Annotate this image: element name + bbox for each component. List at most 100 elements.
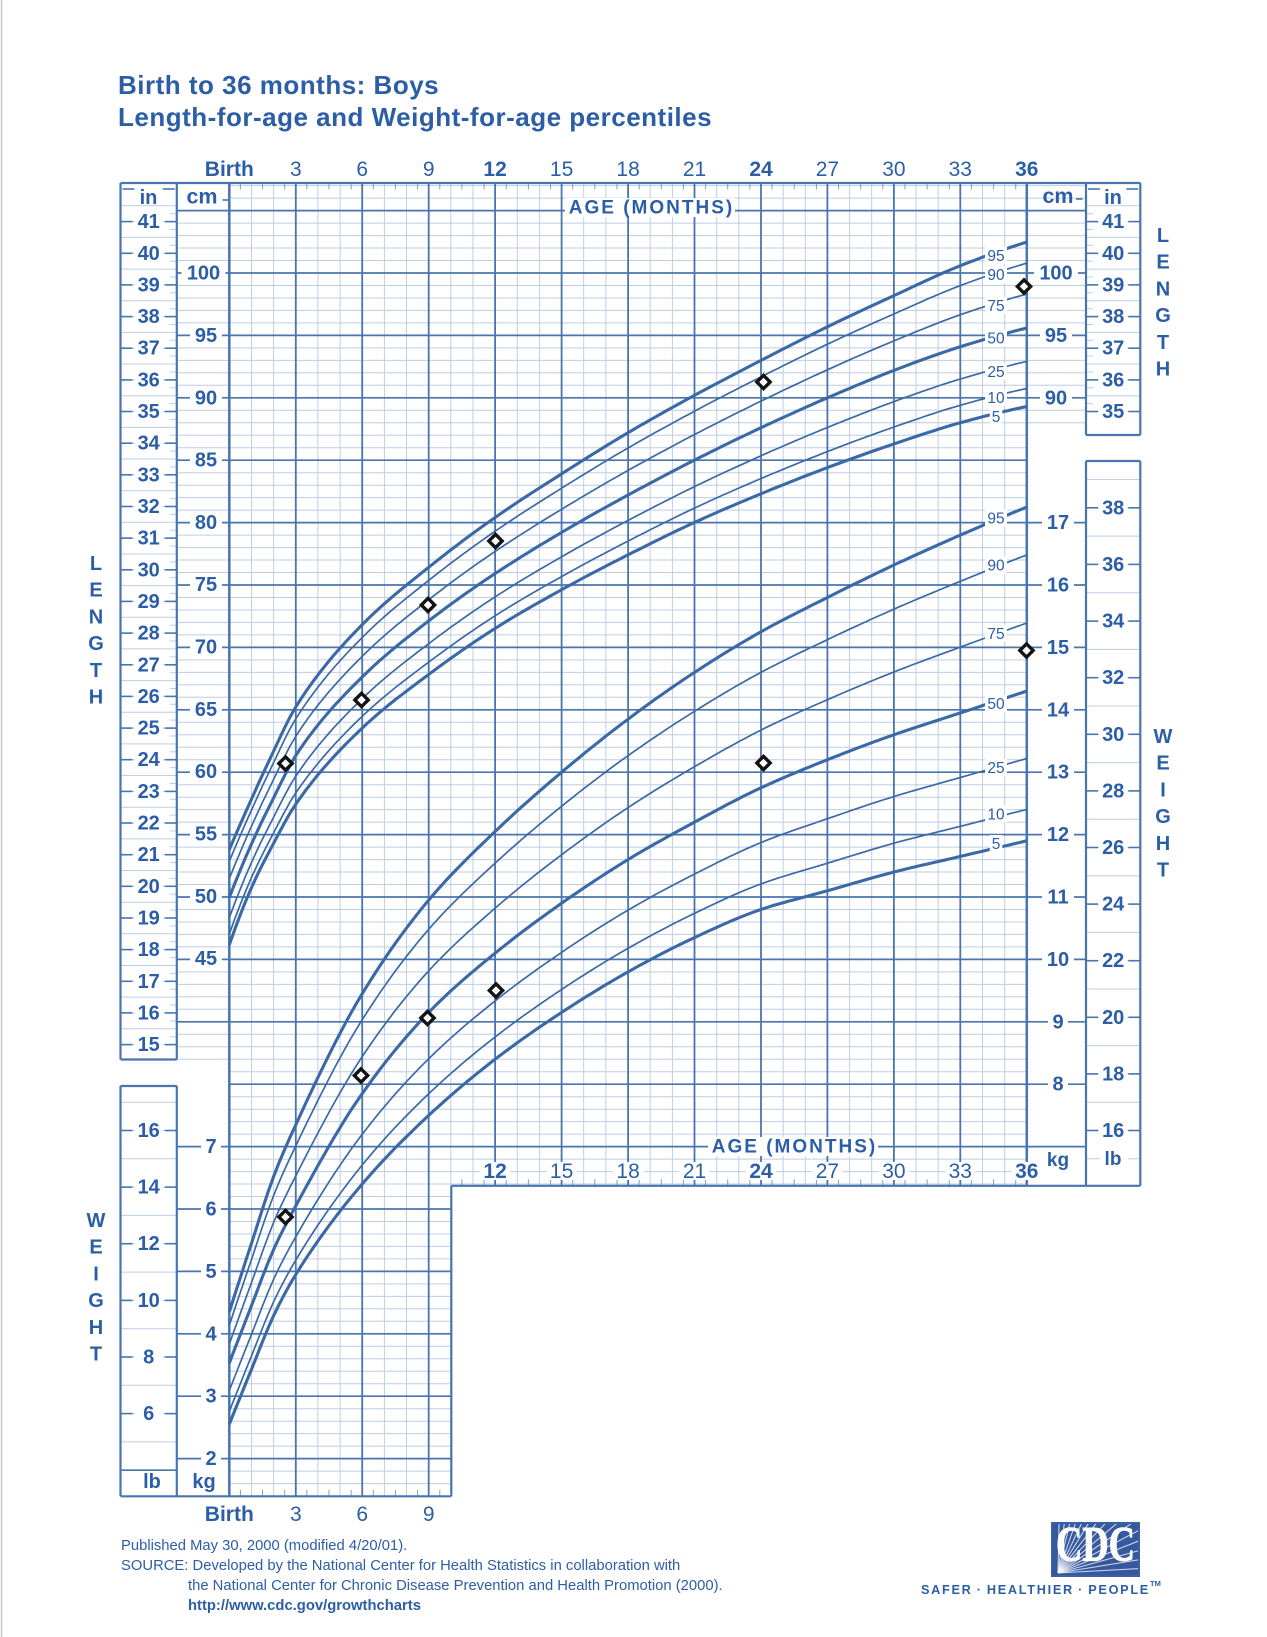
svg-text:I: I bbox=[1160, 779, 1166, 801]
svg-text:25: 25 bbox=[138, 718, 160, 740]
svg-text:Birth to 36 months: Boys: Birth to 36 months: Boys bbox=[118, 70, 439, 100]
svg-text:30: 30 bbox=[882, 158, 905, 181]
svg-text:34: 34 bbox=[1102, 611, 1125, 633]
svg-text:26: 26 bbox=[1102, 837, 1124, 859]
svg-text:100: 100 bbox=[1039, 263, 1072, 285]
svg-text:90: 90 bbox=[987, 558, 1005, 575]
svg-text:24: 24 bbox=[1102, 894, 1125, 916]
svg-text:G: G bbox=[88, 633, 104, 655]
svg-text:36: 36 bbox=[138, 369, 160, 391]
svg-text:12: 12 bbox=[483, 1160, 506, 1183]
svg-text:10: 10 bbox=[1047, 949, 1069, 971]
svg-text:H: H bbox=[89, 1317, 103, 1339]
svg-text:41: 41 bbox=[138, 211, 160, 233]
svg-text:9: 9 bbox=[1052, 1011, 1063, 1033]
svg-text:6: 6 bbox=[205, 1199, 216, 1221]
svg-text:95: 95 bbox=[195, 325, 217, 347]
svg-text:T: T bbox=[90, 660, 102, 682]
svg-text:80: 80 bbox=[195, 512, 217, 534]
svg-text:85: 85 bbox=[195, 450, 217, 472]
svg-text:38: 38 bbox=[1102, 497, 1124, 519]
svg-text:34: 34 bbox=[138, 433, 161, 455]
svg-text:36: 36 bbox=[1015, 158, 1038, 181]
svg-text:29: 29 bbox=[138, 591, 160, 613]
svg-text:36: 36 bbox=[1102, 369, 1124, 391]
svg-text:37: 37 bbox=[138, 338, 160, 360]
svg-text:11: 11 bbox=[1047, 887, 1068, 909]
svg-text:L: L bbox=[90, 553, 102, 575]
svg-text:28: 28 bbox=[1102, 780, 1124, 802]
svg-text:cm: cm bbox=[186, 185, 217, 209]
svg-text:55: 55 bbox=[195, 824, 217, 846]
svg-text:37: 37 bbox=[1102, 338, 1124, 360]
svg-text:W: W bbox=[1154, 726, 1173, 748]
svg-text:5: 5 bbox=[992, 409, 1001, 426]
svg-text:35: 35 bbox=[1102, 401, 1124, 423]
svg-text:8: 8 bbox=[1052, 1074, 1063, 1096]
svg-text:32: 32 bbox=[1102, 667, 1124, 689]
svg-text:22: 22 bbox=[1102, 950, 1124, 972]
svg-text:http://www.cdc.gov/growthchart: http://www.cdc.gov/growthcharts bbox=[188, 1598, 421, 1614]
svg-text:L: L bbox=[1157, 225, 1169, 247]
svg-text:14: 14 bbox=[1047, 699, 1070, 721]
svg-text:15: 15 bbox=[550, 158, 573, 181]
svg-text:17: 17 bbox=[1047, 512, 1069, 534]
svg-text:cm: cm bbox=[1042, 184, 1073, 208]
svg-text:AGE (MONTHS): AGE (MONTHS) bbox=[569, 198, 734, 219]
svg-text:G: G bbox=[88, 1290, 104, 1312]
svg-text:kg: kg bbox=[1047, 1150, 1069, 1171]
svg-text:12: 12 bbox=[1047, 824, 1069, 846]
svg-text:24: 24 bbox=[749, 1160, 773, 1183]
svg-text:21: 21 bbox=[683, 158, 706, 181]
svg-text:5: 5 bbox=[205, 1261, 216, 1283]
svg-text:50: 50 bbox=[987, 696, 1005, 713]
svg-text:5: 5 bbox=[992, 836, 1001, 853]
svg-text:95: 95 bbox=[1045, 325, 1067, 347]
svg-text:22: 22 bbox=[138, 813, 160, 835]
svg-text:16: 16 bbox=[138, 1120, 160, 1142]
svg-text:38: 38 bbox=[138, 306, 160, 328]
svg-text:8: 8 bbox=[143, 1347, 154, 1369]
svg-text:9: 9 bbox=[423, 158, 435, 181]
svg-text:CDC: CDC bbox=[1056, 1516, 1135, 1572]
svg-text:75: 75 bbox=[195, 574, 217, 596]
svg-text:75: 75 bbox=[987, 626, 1004, 643]
svg-text:75: 75 bbox=[987, 298, 1004, 315]
svg-text:15: 15 bbox=[1047, 637, 1069, 659]
svg-text:N: N bbox=[89, 606, 103, 628]
svg-text:in: in bbox=[1104, 187, 1122, 209]
svg-text:10: 10 bbox=[987, 390, 1005, 407]
svg-text:70: 70 bbox=[195, 637, 217, 659]
svg-text:60: 60 bbox=[195, 761, 217, 783]
svg-text:4: 4 bbox=[205, 1323, 217, 1345]
svg-text:90: 90 bbox=[987, 267, 1005, 284]
svg-text:40: 40 bbox=[138, 243, 160, 265]
svg-text:T: T bbox=[1157, 860, 1169, 882]
svg-text:3: 3 bbox=[205, 1386, 216, 1408]
svg-text:30: 30 bbox=[1102, 724, 1124, 746]
svg-text:27: 27 bbox=[816, 158, 839, 181]
svg-text:SAFER · HEALTHIER · PEOPLE: SAFER · HEALTHIER · PEOPLE bbox=[921, 1583, 1150, 1597]
svg-text:95: 95 bbox=[987, 248, 1004, 265]
svg-text:30: 30 bbox=[138, 559, 160, 581]
svg-text:H: H bbox=[89, 687, 103, 709]
svg-text:lb: lb bbox=[143, 1471, 161, 1493]
svg-text:45: 45 bbox=[195, 948, 217, 970]
svg-text:20: 20 bbox=[138, 876, 160, 898]
svg-text:lb: lb bbox=[1105, 1149, 1122, 1170]
svg-text:12: 12 bbox=[483, 158, 506, 181]
svg-text:SOURCE: Developed by the Natio: SOURCE: Developed by the National Center… bbox=[121, 1558, 680, 1574]
svg-text:W: W bbox=[87, 1210, 106, 1232]
svg-text:36: 36 bbox=[1102, 554, 1124, 576]
svg-text:65: 65 bbox=[195, 699, 217, 721]
svg-text:14: 14 bbox=[138, 1177, 161, 1199]
svg-text:3: 3 bbox=[290, 158, 302, 181]
svg-text:TM: TM bbox=[1150, 1579, 1161, 1588]
svg-text:the National Center for Chroni: the National Center for Chronic Disease … bbox=[188, 1578, 723, 1594]
svg-text:9: 9 bbox=[423, 1503, 435, 1526]
svg-text:in: in bbox=[140, 187, 158, 209]
svg-text:26: 26 bbox=[138, 686, 160, 708]
svg-text:3: 3 bbox=[290, 1503, 302, 1526]
svg-text:33: 33 bbox=[949, 1160, 972, 1183]
svg-text:10: 10 bbox=[138, 1290, 160, 1312]
